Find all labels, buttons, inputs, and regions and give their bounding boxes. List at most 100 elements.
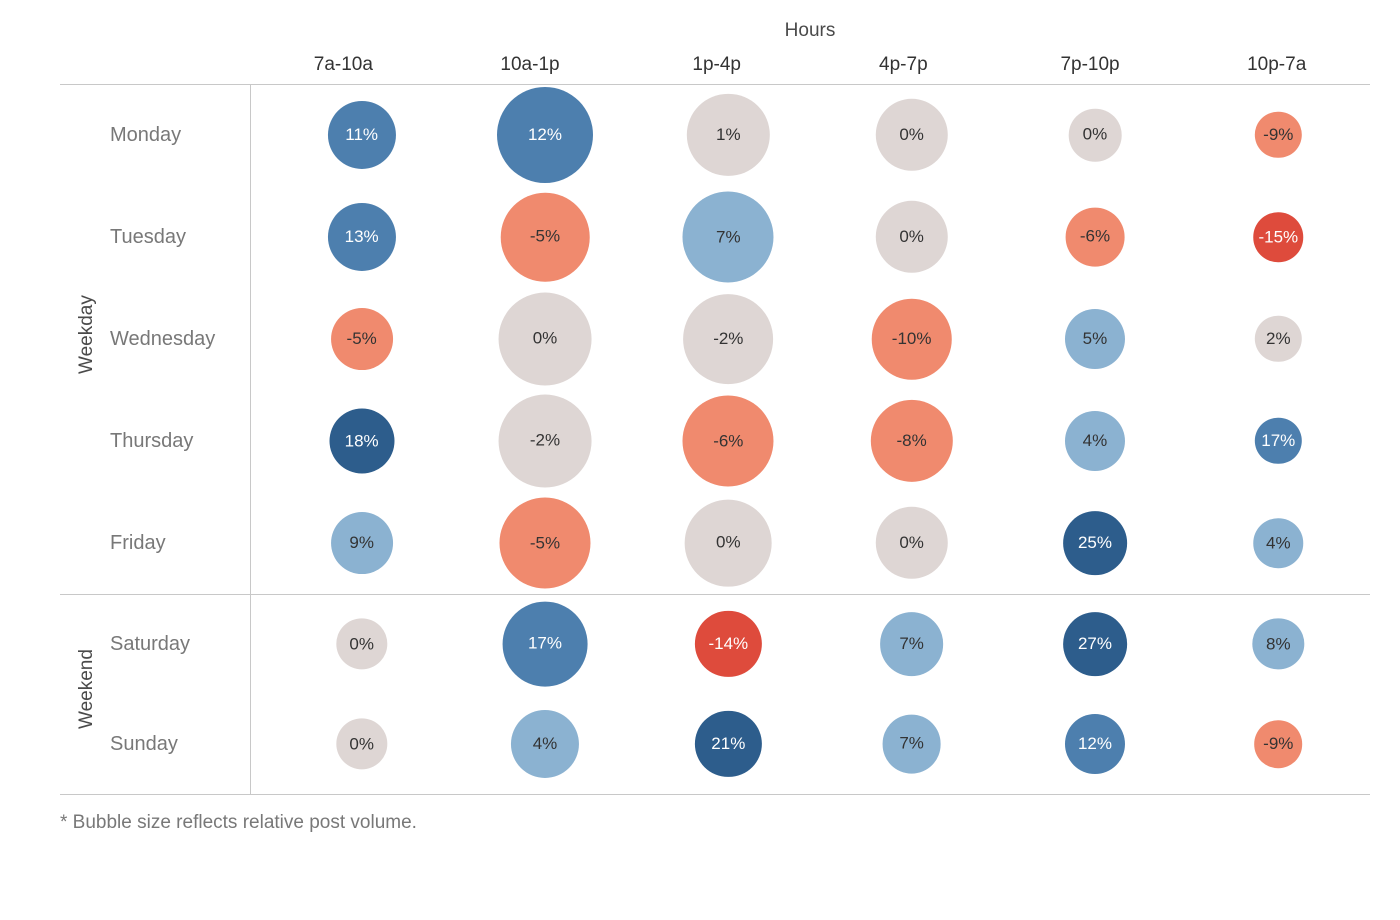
matrix-cell: -2% <box>637 288 820 390</box>
bubble: 0% <box>499 293 592 386</box>
row-cells: 11%12%1%0%0%-9% <box>270 84 1370 186</box>
matrix-cell: 0% <box>270 594 453 694</box>
bubble: 4% <box>511 710 579 778</box>
matrix-cell: 0% <box>820 186 1003 288</box>
bubble: -10% <box>871 299 952 380</box>
matrix-cell: -5% <box>453 492 636 594</box>
matrix-cell: 4% <box>1003 390 1186 492</box>
column-header: 10p-7a <box>1183 54 1370 76</box>
bubble: 25% <box>1063 511 1127 575</box>
row-cells: 13% -5% 7% 0% -6% -15% <box>270 186 1370 288</box>
bubble: -9% <box>1254 720 1302 768</box>
matrix-cell: 13% <box>270 186 453 288</box>
column-headers: 7a-10a10a-1p1p-4p4p-7p7p-10p10p-7a <box>250 54 1370 76</box>
matrix-cell: -9% <box>1187 694 1370 794</box>
row-label: Sunday <box>90 733 270 756</box>
row-label: Wednesday <box>90 328 270 351</box>
row-cells: 18% -2% -6% -8% 4% 17% <box>270 390 1370 492</box>
matrix-cell: 7% <box>820 694 1003 794</box>
bubble: 0% <box>336 618 387 669</box>
matrix-cell: 25% <box>1003 492 1186 594</box>
bubble: -6% <box>683 395 774 486</box>
row-cells: 0% 4% 21% 7% 12% -9% <box>270 694 1370 794</box>
bubble: 1% <box>687 94 769 176</box>
matrix-row: Sunday 0% 4% 21% 7% 12% -9% <box>90 694 1370 794</box>
bubble: -6% <box>1066 208 1125 267</box>
matrix-row: Wednesday -5% 0% -2% -10% 5% 2% <box>90 288 1370 390</box>
matrix-cell: -6% <box>637 390 820 492</box>
row-label: Monday <box>90 124 270 147</box>
bubble: 12% <box>1065 714 1125 774</box>
matrix-cell: 5% <box>1003 288 1186 390</box>
matrix-cell: 4% <box>453 694 636 794</box>
bubble: -15% <box>1254 212 1304 262</box>
bubble: 7% <box>882 715 941 774</box>
bubble: -2% <box>683 294 773 384</box>
column-header: 4p-7p <box>810 54 997 76</box>
rows-container: Monday11%12%1%0%0%-9%Tuesday13%-5%7%0%-6… <box>90 84 1370 794</box>
column-header: 10a-1p <box>437 54 624 76</box>
matrix-cell: -14% <box>637 594 820 694</box>
bubble: 17% <box>503 602 588 687</box>
matrix-cell: 1% <box>637 84 820 186</box>
matrix-cell: 17% <box>453 594 636 694</box>
row-cells: 0% 17% -14% 7% 27% 8% <box>270 594 1370 694</box>
bubble: 9% <box>331 512 393 574</box>
matrix-row: Thursday 18% -2% -6% -8% 4% 17% <box>90 390 1370 492</box>
row-label: Friday <box>90 532 270 555</box>
bubble: 17% <box>1255 418 1301 464</box>
matrix-cell: 9% <box>270 492 453 594</box>
bubble: 0% <box>336 718 387 769</box>
matrix-cell: -6% <box>1003 186 1186 288</box>
bubble: -5% <box>499 497 590 588</box>
matrix-cell: -5% <box>453 186 636 288</box>
row-label: Thursday <box>90 430 270 453</box>
matrix-cell: -9% <box>1187 84 1370 186</box>
matrix-cell: 0% <box>1003 84 1186 186</box>
bubble: -2% <box>499 395 592 488</box>
matrix-cell: 21% <box>637 694 820 794</box>
bubble: 4% <box>1254 518 1304 568</box>
row-label: Saturday <box>90 633 270 656</box>
bubble: 18% <box>329 409 394 474</box>
bubble: 0% <box>685 500 772 587</box>
bubble: 8% <box>1253 618 1304 669</box>
bubble: 2% <box>1255 316 1301 362</box>
bubble: -5% <box>331 308 393 370</box>
matrix-cell: -8% <box>820 390 1003 492</box>
column-header: 7a-10a <box>250 54 437 76</box>
bubble-matrix-chart: Hours 7a-10a10a-1p1p-4p4p-7p7p-10p10p-7a… <box>30 20 1370 840</box>
matrix-cell: -2% <box>453 390 636 492</box>
matrix-cell: 0% <box>270 694 453 794</box>
bubble: 7% <box>880 612 944 676</box>
footnote: * Bubble size reflects relative post vol… <box>60 812 417 834</box>
bubble: -9% <box>1255 112 1301 158</box>
matrix-cell: 7% <box>820 594 1003 694</box>
matrix-cell: 7% <box>637 186 820 288</box>
bubble: -5% <box>501 193 590 282</box>
matrix-row: Friday 9% -5% 0% 0% 25% 4% <box>90 492 1370 594</box>
matrix-cell: -10% <box>820 288 1003 390</box>
matrix-cell: 12% <box>453 84 636 186</box>
bubble: -8% <box>870 400 952 482</box>
bubble: 13% <box>328 203 396 271</box>
matrix-cell: 0% <box>820 492 1003 594</box>
matrix-cell: 0% <box>637 492 820 594</box>
bubble: 4% <box>1065 411 1125 471</box>
bubble: 0% <box>875 201 947 273</box>
matrix-cell: 12% <box>1003 694 1186 794</box>
matrix-cell: 2% <box>1187 288 1370 390</box>
row-cells: 9% -5% 0% 0% 25% 4% <box>270 492 1370 594</box>
matrix-cell: -15% <box>1187 186 1370 288</box>
matrix-row: Saturday 0% 17% -14% 7% 27% 8% <box>90 594 1370 694</box>
column-header: 7p-10p <box>997 54 1184 76</box>
bubble: 5% <box>1065 309 1125 369</box>
matrix-cell: 11% <box>270 84 453 186</box>
matrix-row: Monday11%12%1%0%0%-9% <box>90 84 1370 186</box>
bubble: 11% <box>328 101 396 169</box>
matrix-cell: 0% <box>453 288 636 390</box>
matrix-cell: 18% <box>270 390 453 492</box>
bubble: 7% <box>683 191 774 282</box>
bubble: -14% <box>695 611 761 677</box>
matrix-cell: 27% <box>1003 594 1186 694</box>
